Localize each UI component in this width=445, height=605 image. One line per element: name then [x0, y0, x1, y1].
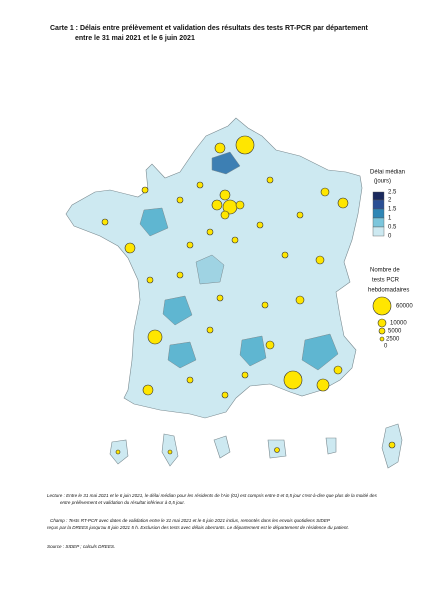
bubble — [221, 391, 229, 399]
legend-title: Délai médian — [370, 170, 405, 176]
legend-title: hebdomadaires — [368, 288, 409, 294]
bubble — [274, 447, 280, 453]
legend-swatch — [372, 226, 385, 237]
region — [211, 151, 241, 175]
bubble — [176, 196, 184, 204]
bubble — [219, 189, 231, 201]
title: Carte 1 : Délais entre prélèvement et va… — [50, 25, 368, 32]
region — [301, 333, 339, 371]
bubble — [115, 449, 121, 455]
bubble — [281, 251, 289, 259]
bubble — [231, 236, 239, 244]
bubble — [265, 340, 275, 350]
bubble — [147, 329, 163, 345]
bubble — [211, 199, 223, 211]
legend-delay: Délai médian (jours) 2.5 2 1.5 1 0.5 0 — [370, 170, 405, 240]
bubble — [320, 187, 330, 197]
title: entre le 31 mai 2021 et le 6 juin 2021 — [75, 35, 195, 42]
legend-swatch — [372, 199, 385, 210]
legend-bubble — [377, 318, 387, 328]
bubble — [388, 441, 396, 449]
bubble — [337, 197, 349, 209]
bubble — [235, 200, 245, 210]
note: entre prélèvement et validation du résul… — [60, 500, 185, 505]
region — [139, 207, 169, 237]
bubble — [186, 376, 194, 384]
note: Champ : Tests RT-PCR avec dates de valid… — [50, 518, 331, 523]
bubble — [167, 449, 173, 455]
bubble — [146, 276, 154, 284]
bubble — [206, 326, 214, 334]
bubble — [266, 176, 274, 184]
legend-title: (jours) — [374, 179, 391, 185]
legend-label: 5000 — [388, 329, 402, 335]
bubble — [196, 181, 204, 189]
legend-label: 1.5 — [388, 207, 397, 213]
region — [195, 254, 225, 285]
bubble — [296, 211, 304, 219]
bubble — [333, 365, 343, 375]
legend-label: 0 — [388, 234, 392, 240]
legend-size: Nombre de tests PCR hebdomadaires 60000 … — [368, 268, 413, 350]
legend-label: 2.5 — [388, 190, 397, 196]
notes: Lecture : Entre le 31 mai 2021 et le 6 j… — [47, 493, 378, 549]
bubble — [283, 370, 303, 390]
guyane — [213, 435, 231, 459]
legend-label: 2500 — [386, 337, 400, 343]
bubble — [220, 210, 230, 220]
legend-label: 2 — [388, 198, 392, 204]
bubble — [206, 228, 214, 236]
bubble — [315, 255, 325, 265]
bubble — [142, 384, 154, 396]
legend-label: 1 — [388, 216, 392, 222]
note: reçus par la DREES jusqu'au 8 juin 2021 … — [47, 525, 349, 530]
bubble — [316, 378, 330, 392]
legend-label: 0 — [384, 344, 388, 350]
legend-swatch — [372, 217, 385, 228]
legend-title: tests PCR — [372, 278, 400, 284]
note: Source : SIDEP ; calculs DREES. — [47, 544, 115, 549]
bubble — [241, 371, 249, 379]
legend-label: 60000 — [396, 304, 413, 310]
bubble — [141, 186, 149, 194]
france-map — [65, 117, 403, 469]
legend-bubble — [378, 327, 386, 335]
bubble — [101, 218, 109, 226]
region — [167, 341, 197, 369]
bubble — [216, 294, 224, 302]
legend-bubble — [379, 336, 385, 342]
bubble — [261, 301, 269, 309]
bubbles — [101, 135, 396, 455]
region — [239, 335, 267, 367]
legend-label: 0.5 — [388, 225, 397, 231]
legend-swatch — [372, 191, 385, 201]
legend-swatch — [372, 208, 385, 219]
mayotte — [325, 437, 337, 455]
bubble — [235, 135, 255, 155]
legend-label: 10000 — [390, 321, 407, 327]
bubble — [176, 271, 184, 279]
legend-bubble — [372, 296, 392, 316]
bubble — [295, 295, 305, 305]
bubble — [256, 221, 264, 229]
legend-title: Nombre de — [370, 268, 400, 274]
bubble — [214, 142, 226, 154]
bubble — [124, 242, 136, 254]
region — [162, 295, 193, 326]
note: Lecture : Entre le 31 mai 2021 et le 6 j… — [47, 493, 378, 498]
bubble — [186, 241, 194, 249]
